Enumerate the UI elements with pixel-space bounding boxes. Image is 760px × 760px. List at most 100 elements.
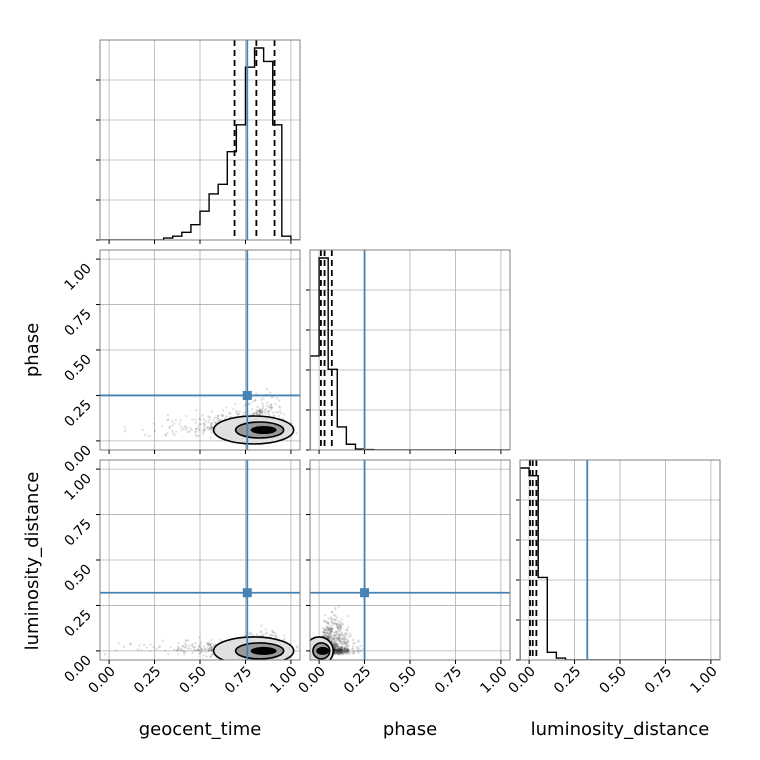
xtick-label: 0.50 [176,664,209,697]
sample-point [335,642,338,645]
sample-point [345,646,348,649]
sample-point [183,653,186,656]
sample-point [168,425,171,428]
sample-point [352,644,355,648]
sample-point [336,645,339,648]
sample-point [336,633,339,636]
sample-point [171,429,174,433]
sample-point [327,628,331,631]
sample-point [177,645,180,648]
sample-point [338,624,342,627]
sample-point [205,642,209,645]
xlabel-luminosity-distance: luminosity_distance [531,719,710,740]
sample-point [204,419,208,422]
sample-point [212,644,215,647]
sample-point [262,397,265,400]
xtick-label: 0.50 [386,664,419,697]
sample-point [254,399,257,402]
sample-point [276,411,280,414]
sample-point [260,411,264,414]
sample-point [343,636,347,640]
sample-point [349,632,352,635]
sample-point [198,643,202,646]
sample-point [333,622,337,625]
sample-point [177,653,180,656]
sample-point [184,639,187,642]
sample-point [334,642,338,646]
sample-point [340,626,343,629]
sample-point [334,651,338,654]
sample-point [327,628,331,631]
sample-point [329,627,333,631]
sample-point [252,413,255,416]
sample-point [330,629,333,632]
sample-point [336,650,339,653]
sample-point [210,649,214,653]
sample-point [259,630,263,633]
contour-core [316,646,330,655]
sample-point [325,631,329,634]
sample-point [200,648,204,651]
sample-point [339,651,342,654]
sample-point [123,429,127,433]
sample-point [334,637,337,640]
sample-point [168,426,171,430]
sample-point [341,650,344,653]
xtick-label: 0.75 [222,664,255,697]
sample-point [269,403,273,406]
sample-point [342,634,345,638]
sample-point [345,647,349,651]
sample-point [228,411,231,414]
sample-point [351,646,355,650]
sample-point [327,635,331,639]
sample-point [332,634,335,637]
xlabel-phase: phase [383,719,437,740]
sample-point [338,633,341,636]
sample-point [254,398,257,402]
sample-point [351,638,355,642]
sample-point [338,648,341,651]
sample-point [268,414,271,417]
sample-point [258,408,261,411]
sample-point [344,646,347,650]
sample-point [272,631,275,634]
sample-point [334,648,337,652]
sample-point [334,644,337,648]
sample-point [248,632,251,635]
sample-point [264,632,267,636]
sample-point [271,411,275,414]
sample-point [193,648,196,652]
sample-point [349,634,353,637]
sample-point [330,629,334,633]
sample-point [190,428,193,432]
injection-marker [360,588,370,598]
xtick-label: 0.50 [596,664,629,697]
sample-point [197,427,200,431]
sample-point [210,653,214,656]
xtick-label: 0.75 [432,664,465,697]
sample-point [327,623,331,626]
sample-point [338,649,342,652]
sample-point [259,410,262,413]
sample-point [203,647,207,651]
sample-point [346,615,350,618]
xtick-label: 0.00 [296,664,329,697]
sample-point [329,630,333,634]
sample-point [189,647,192,651]
sample-point [267,410,271,413]
sample-point [327,628,330,631]
sample-point [351,651,354,654]
sample-point [267,412,270,415]
sample-point [166,414,170,417]
sample-point [155,647,158,651]
sample-point [340,648,343,652]
sample-point [328,634,332,638]
sample-point [334,651,338,654]
sample-point [203,421,206,424]
sample-point [347,643,350,646]
sample-point [275,636,279,639]
sample-point [207,421,210,424]
sample-point [258,408,262,411]
sample-point [325,634,328,637]
sample-point [346,638,349,641]
